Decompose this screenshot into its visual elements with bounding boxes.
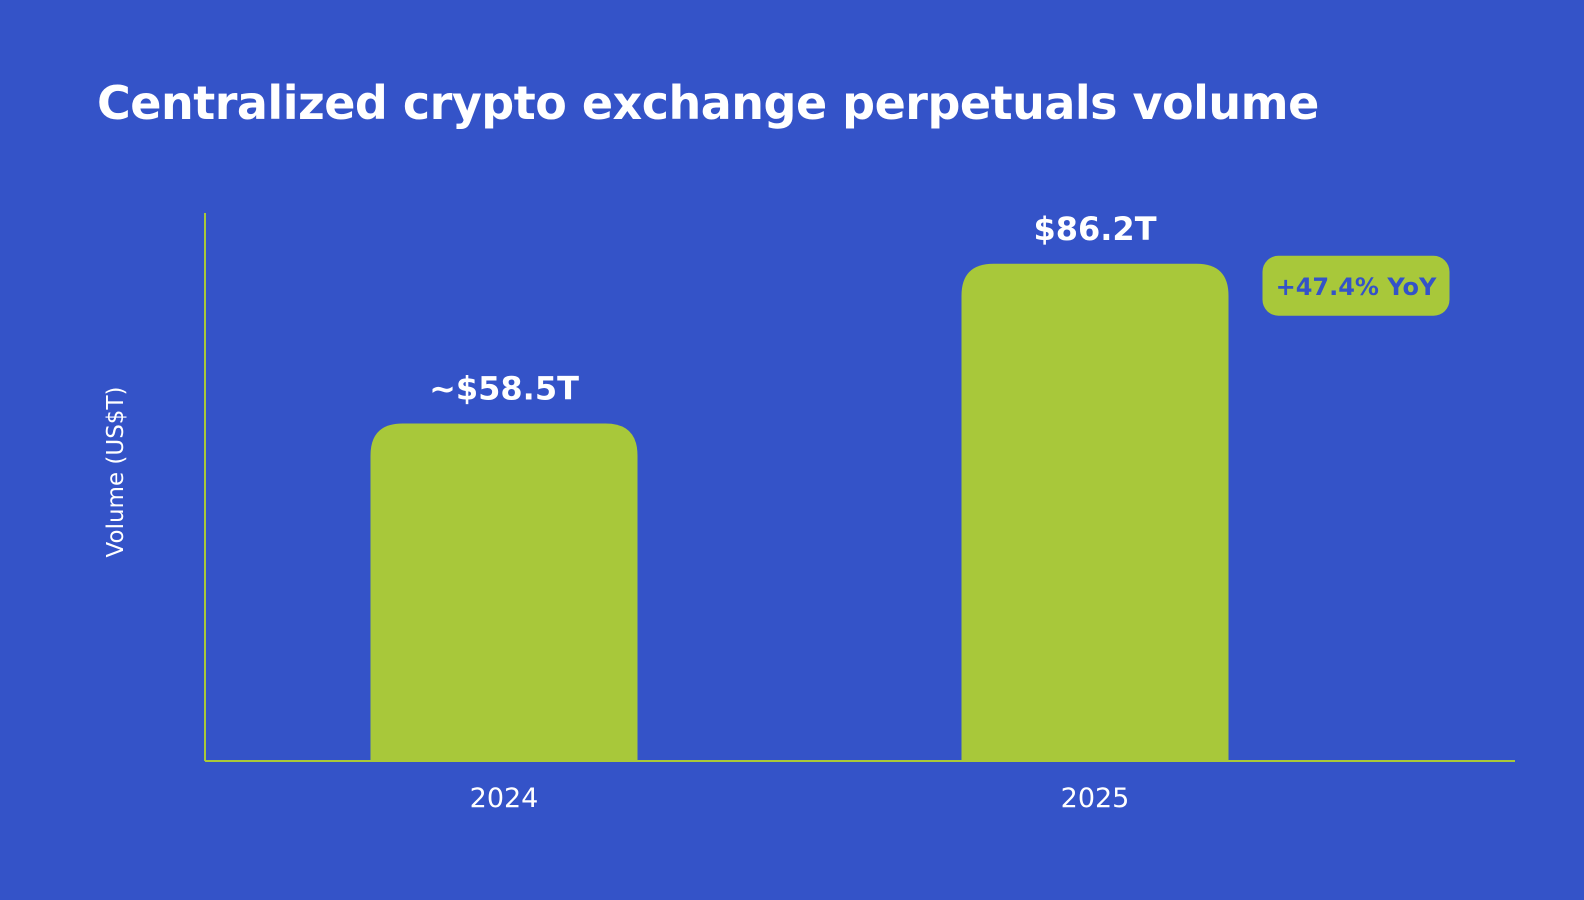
- bar-2024: [370, 423, 638, 761]
- yoy-badge-background: [1262, 255, 1450, 316]
- y-axis-label: Volume (US$T): [103, 387, 129, 558]
- data-label-2025: $86.2T: [1033, 210, 1156, 248]
- bars-group: ~$58.5T 2024 $86.2T 2025 +47.4% YoY: [370, 210, 1450, 814]
- yoy-badge-text: +47.4% YoY: [1276, 273, 1437, 301]
- chart-title: Centralized crypto exchange perpetuals v…: [97, 76, 1319, 130]
- bar-2025: [961, 263, 1229, 761]
- yoy-badge: +47.4% YoY: [1262, 255, 1450, 316]
- x-tick-label-2025: 2025: [1061, 783, 1130, 814]
- data-label-2024: ~$58.5T: [429, 370, 579, 408]
- x-tick-label-2024: 2024: [470, 783, 539, 814]
